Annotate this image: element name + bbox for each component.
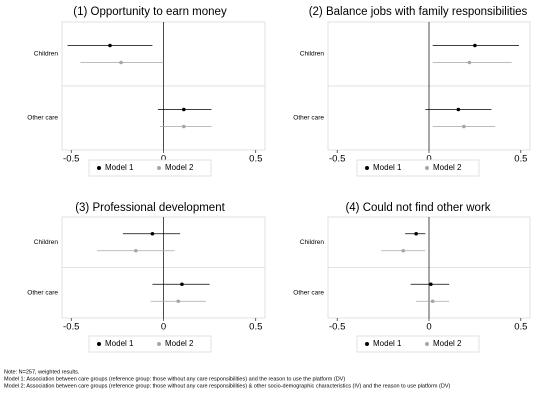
category-label: Children bbox=[34, 239, 59, 246]
coefficient-point bbox=[182, 107, 186, 112]
category-label: Other care bbox=[293, 289, 324, 296]
coefficient-point bbox=[467, 60, 472, 65]
x-tick-label: -0.5 bbox=[63, 322, 79, 333]
coefficient-point bbox=[430, 299, 435, 304]
note: Note: N=257, weighted results. bbox=[4, 369, 80, 375]
coefficient-point bbox=[119, 60, 123, 65]
category-label: Other care bbox=[293, 115, 324, 122]
legend-box bbox=[356, 335, 480, 353]
legend-marker bbox=[97, 342, 101, 346]
legend-marker bbox=[157, 342, 161, 346]
legend-label: Model 2 bbox=[433, 339, 462, 348]
legend-box bbox=[88, 159, 212, 177]
legend-marker bbox=[365, 166, 369, 170]
coefficient-point bbox=[401, 248, 406, 253]
legend-marker bbox=[157, 166, 161, 170]
panel-title: (3) Professional development bbox=[75, 202, 225, 214]
coefficient-point bbox=[176, 299, 181, 304]
coefficient-point bbox=[108, 43, 112, 48]
coefficient-point bbox=[414, 231, 418, 236]
note: Model 1: Association between care groups… bbox=[4, 376, 345, 382]
x-tick-label: 0 bbox=[161, 322, 166, 333]
coefficient-point bbox=[462, 124, 466, 129]
legend-label: Model 2 bbox=[165, 339, 194, 348]
category-label: Other care bbox=[27, 289, 58, 296]
panel-title: (4) Could not find other work bbox=[345, 202, 490, 214]
legend-box bbox=[88, 335, 212, 353]
legend-label: Model 1 bbox=[105, 163, 134, 172]
legend-label: Model 1 bbox=[105, 339, 134, 348]
legend-label: Model 2 bbox=[165, 163, 194, 172]
coefficient-point bbox=[456, 107, 461, 112]
x-tick-label: -0.5 bbox=[63, 154, 79, 165]
coefficient-point bbox=[473, 43, 477, 48]
note: Model 2: Association between care groups… bbox=[4, 383, 451, 389]
x-tick-label: -0.5 bbox=[329, 322, 345, 333]
x-tick-label: 0.5 bbox=[249, 154, 262, 165]
category-label: Other care bbox=[27, 115, 58, 122]
x-tick-label: 0.5 bbox=[514, 322, 527, 333]
coefficient-point bbox=[180, 282, 184, 287]
coefficient-point bbox=[134, 248, 138, 253]
panel-title: (2) Balance jobs with family responsibil… bbox=[309, 6, 528, 18]
coefficient-point bbox=[150, 231, 155, 236]
x-tick-label: 0.5 bbox=[249, 322, 262, 333]
x-tick-label: 0 bbox=[426, 154, 431, 165]
legend-label: Model 1 bbox=[373, 339, 402, 348]
legend-marker bbox=[425, 342, 429, 346]
legend-marker bbox=[425, 166, 429, 170]
category-label: Children bbox=[34, 51, 59, 58]
panel-title: (1) Opportunity to earn money bbox=[73, 6, 227, 18]
coefficient-point bbox=[182, 124, 186, 129]
x-tick-label: -0.5 bbox=[329, 154, 345, 165]
legend-marker bbox=[97, 166, 101, 170]
x-tick-label: 0.5 bbox=[514, 154, 527, 165]
category-label: Children bbox=[300, 51, 325, 58]
x-tick-label: 0 bbox=[161, 154, 166, 165]
legend-label: Model 2 bbox=[433, 163, 462, 172]
coefficient-point bbox=[429, 282, 433, 287]
legend-box bbox=[356, 159, 480, 177]
legend-label: Model 1 bbox=[373, 163, 402, 172]
x-tick-label: 0 bbox=[426, 322, 431, 333]
legend-marker bbox=[365, 342, 369, 346]
category-label: Children bbox=[300, 239, 325, 246]
